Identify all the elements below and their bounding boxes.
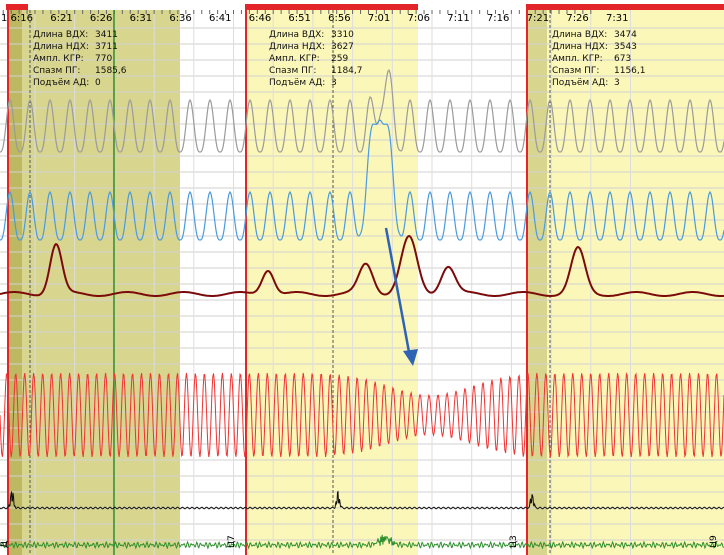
trace-red (0, 372, 724, 459)
bottom-marker-label: Ц3 (509, 535, 519, 548)
time-tick-label: 7:11 (447, 13, 469, 24)
info-row-ad: Подъём АД: 3 (269, 78, 337, 88)
info-row-ndh: Длина НДХ: 3711 (33, 42, 118, 52)
time-tick-label: 6:36 (169, 13, 191, 24)
trace-green (0, 534, 724, 550)
info-row-kgr: Ампл. КГР: 770 (33, 54, 113, 64)
time-tick-label: 6:26 (90, 13, 112, 24)
time-tick-label: 7:01 (368, 13, 390, 24)
info-row-spasm: Спазм ПГ: 1156,1 (552, 66, 646, 76)
info-row-ndh: Длина НДХ: 3627 (269, 42, 354, 52)
highlight-band-episode-3 (527, 10, 724, 555)
time-tick-label: 6:41 (209, 13, 231, 24)
episode-info-1: Длина ВДХ: 3411 Длина НДХ: 3711 Ампл. КГР:… (33, 29, 127, 89)
time-tick-label: 7:06 (408, 13, 430, 24)
info-row-kgr: Ампл. КГР: 259 (269, 54, 349, 64)
grid (0, 10, 724, 555)
trace-gray (0, 68, 724, 153)
time-tick-label: 6:21 (50, 13, 72, 24)
highlight-band-episode-1 (8, 10, 180, 555)
time-tick-label: 7:16 (487, 13, 509, 24)
episode-1-top-bar (6, 4, 28, 10)
time-tick-label: 6:46 (249, 13, 271, 24)
bottom-left-label: Д (0, 541, 10, 548)
episode-info-3: Длина ВДХ: 3474 Длина НДХ: 3543 Ампл. КГР:… (552, 29, 646, 89)
time-tick-label: 7:31 (606, 13, 628, 24)
info-row-vdh: Длина ВДХ: 3310 (269, 30, 354, 40)
time-tick-label: 7:21 (527, 13, 549, 24)
trace-black (0, 490, 724, 510)
time-tick-label: 6:16 (11, 13, 33, 24)
info-row-spasm: Спазм ПГ: 1585,6 (33, 66, 127, 76)
bottom-marker-label: Ц7 (227, 535, 237, 548)
info-row-ad: Подъём АД: 0 (33, 78, 101, 88)
trace-darkred (0, 234, 724, 297)
arrow-shaft (384, 227, 411, 353)
episode-2-top-bar (246, 4, 418, 10)
info-row-vdh: Длина ВДХ: 3411 (33, 30, 118, 40)
arrow-head (403, 349, 418, 366)
info-row-ndh: Длина НДХ: 3543 (552, 42, 637, 52)
time-tick-label: 6:56 (328, 13, 350, 24)
info-row-vdh: Длина ВДХ: 3474 (552, 30, 637, 40)
time-tick-label: 7:26 (566, 13, 588, 24)
highlight-band-episode-3-edge (527, 10, 547, 555)
time-tick-label: 6:51 (288, 13, 310, 24)
bottom-marker-label: Ц9 (709, 535, 719, 548)
info-row-kgr: Ампл. КГР: 673 (552, 54, 632, 64)
trace-blue (0, 119, 724, 241)
arrow-down-right-icon (384, 227, 418, 366)
time-axis-left-label: 1 (1, 13, 7, 24)
episode-info-2: Длина ВДХ: 3310 Длина НДХ: 3627 Ампл. КГР:… (269, 29, 363, 89)
time-tick-label: 6:31 (130, 13, 152, 24)
info-row-spasm: Спазм ПГ: 1184,7 (269, 66, 363, 76)
episode-3-top-bar (527, 4, 724, 10)
info-row-ad: Подъём АД: 3 (552, 78, 620, 88)
